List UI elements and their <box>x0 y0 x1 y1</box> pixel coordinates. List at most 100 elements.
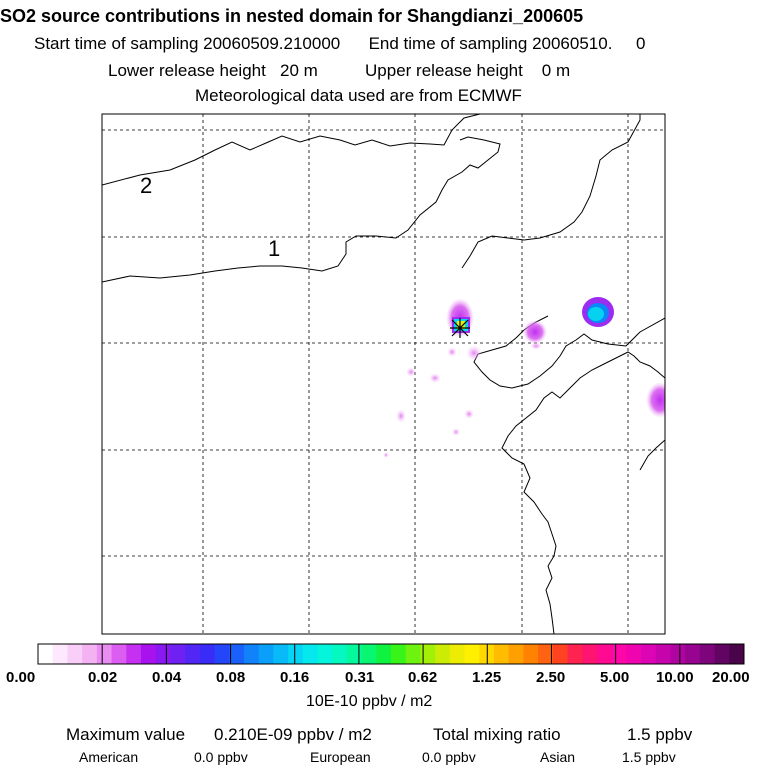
colorbar-swatch <box>111 644 127 664</box>
colorbar-swatch <box>332 644 348 664</box>
colorbar-swatch <box>155 644 171 664</box>
release-height-line: Lower release height 20 m Upper release … <box>108 61 570 81</box>
total-mixing-value: 1.5 ppbv <box>627 725 693 744</box>
colorbar-tick-label: 0.62 <box>408 669 438 686</box>
colorbar-tick-label: 0.08 <box>216 669 246 686</box>
map-frame <box>101 113 666 635</box>
colorbar-swatch <box>273 644 289 664</box>
colorbar-swatch <box>508 644 524 664</box>
colorbar-swatch <box>464 644 480 664</box>
lower-release-label: Lower release height <box>108 61 266 80</box>
colorbar-swatch <box>567 644 583 664</box>
lat-lon-grid <box>102 114 665 634</box>
border-east <box>461 114 641 269</box>
colorbar-swatch <box>626 644 642 664</box>
region-label-2: 2 <box>140 173 153 198</box>
colorbar-swatch <box>96 644 113 664</box>
map-content <box>102 114 665 634</box>
border-north <box>102 114 481 186</box>
colorbar-swatch <box>185 644 201 664</box>
colorbar-tick-label: 0.00 <box>6 669 36 686</box>
colorbar-swatch <box>302 644 318 664</box>
colorbar <box>37 643 745 665</box>
colorbar-swatch <box>391 644 407 664</box>
colorbar-tick-label: 0.04 <box>152 669 182 686</box>
concentration-field <box>383 297 665 458</box>
asian-value: 1.5 ppbv <box>622 749 676 765</box>
colorbar-swatch <box>405 644 421 664</box>
colorbar-swatch <box>258 644 274 664</box>
colorbar-tick-label: 10.00 <box>656 669 694 686</box>
colorbar-swatch <box>361 644 377 664</box>
colorbar-swatch <box>699 644 716 664</box>
colorbar-tick-label: 20.00 <box>712 669 750 686</box>
upper-release-label: Upper release height <box>365 61 523 80</box>
sampling-times-line: Start time of sampling 20060509.210000 E… <box>34 34 646 54</box>
colorbar-tick-label: 0.16 <box>280 669 310 686</box>
european-label: European <box>310 749 371 765</box>
colorbar-swatch <box>449 644 466 664</box>
colorbar-swatch <box>523 644 539 664</box>
colorbar-swatch <box>52 644 68 664</box>
european-value: 0.0 ppbv <box>422 749 476 765</box>
max-value-label: Maximum value <box>66 725 186 744</box>
start-time-label: Start time of sampling <box>34 34 199 53</box>
colorbar-swatch <box>714 644 730 664</box>
colorbar-tick-label: 2.50 <box>536 669 566 686</box>
colorbar-swatch <box>82 644 98 664</box>
colorbar-swatch <box>596 644 613 664</box>
borders <box>102 114 665 634</box>
colorbar-swatch <box>435 644 451 664</box>
colorbar-swatch <box>170 644 186 664</box>
american-label: American <box>79 749 139 765</box>
end-time-label: End time of sampling <box>368 34 528 53</box>
station-star-marker <box>450 318 470 338</box>
max-value: 0.210E-09 ppbv / m2 <box>214 725 372 744</box>
met-data-line: Meteorological data used are from ECMWF <box>195 86 522 105</box>
colorbar-swatch <box>420 644 436 664</box>
colorbar-tick-label: 0.02 <box>88 669 118 686</box>
colorbar-swatch <box>376 644 392 664</box>
colorbar-swatch <box>214 644 230 664</box>
upper-release-value: 0 m <box>541 61 571 80</box>
colorbar-swatch <box>641 644 657 664</box>
colorbar-swatch <box>243 644 260 664</box>
colorbar-swatch <box>346 644 363 664</box>
colorbar-swatch <box>38 644 54 664</box>
map-title: SO2 source contributions in nested domai… <box>0 6 584 26</box>
colorbar-swatch <box>582 644 598 664</box>
colorbar-frame <box>37 643 745 665</box>
colorbar-swatch <box>199 644 215 664</box>
coast-peninsula <box>501 351 665 634</box>
region-label-1: 1 <box>268 236 281 261</box>
colorbar-swatch <box>729 644 745 664</box>
start-time-value: 20060509.210000 <box>203 34 341 53</box>
colorbar-swatch <box>538 644 554 664</box>
colorbar-swatch <box>288 644 304 664</box>
colorbar-swatch <box>126 644 142 664</box>
asian-label: Asian <box>540 749 576 765</box>
colorbar-swatch <box>655 644 671 664</box>
colorbar-swatch <box>552 644 568 664</box>
coast-south <box>639 439 665 471</box>
colorbar-swatch <box>229 644 245 664</box>
colorbar-tick-label: 0.31 <box>345 669 375 686</box>
colorbar-swatch <box>611 644 627 664</box>
lower-release-value: 20 m <box>280 61 318 80</box>
colorbar-swatch <box>67 644 83 664</box>
colorbar-units: 10E-10 ppbv / m2 <box>306 693 433 710</box>
colorbar-swatch <box>140 644 157 664</box>
colorbar-tick-label: 5.00 <box>600 669 630 686</box>
end-time-value: 20060510. 0 <box>532 34 646 53</box>
colorbar-swatch <box>493 644 510 664</box>
border-inner <box>102 136 501 283</box>
colorbar-swatch <box>670 644 686 664</box>
american-value: 0.0 ppbv <box>194 749 248 765</box>
coast-east <box>473 315 665 389</box>
total-mixing-label: Total mixing ratio <box>433 725 561 744</box>
colorbar-swatch <box>685 644 701 664</box>
colorbar-swatch <box>317 644 333 664</box>
colorbar-tick-label: 1.25 <box>472 669 502 686</box>
